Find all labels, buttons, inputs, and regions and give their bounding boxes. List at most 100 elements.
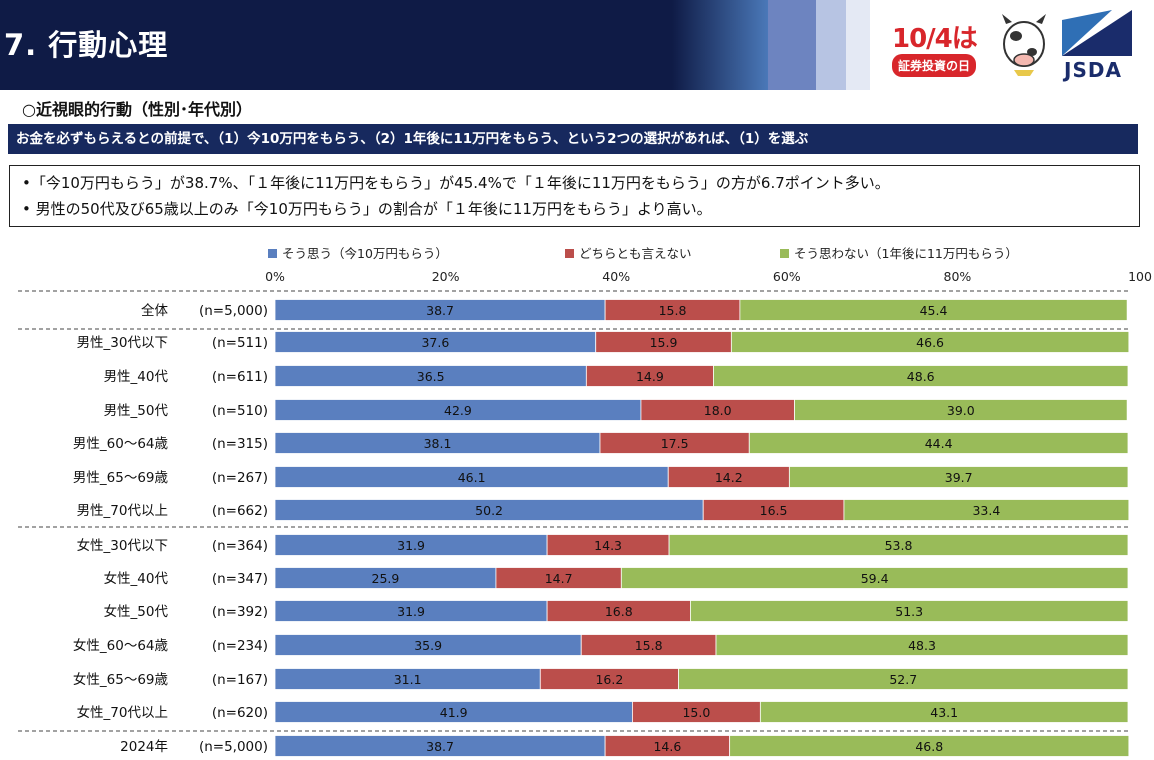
bar-value-label: 25.9 [372, 571, 400, 586]
header-decoration [846, 0, 870, 90]
bar-segment [715, 634, 1129, 656]
bar-value-label: 15.0 [682, 705, 710, 720]
summary-line-1: •「今10万円もらう」が38.7%、「１年後に11万円をもらう」が45.4%で「… [22, 174, 890, 192]
bar-value-label: 41.9 [440, 705, 468, 720]
bar-segment [843, 499, 1130, 521]
bar-segment [678, 668, 1129, 690]
header-decoration [768, 0, 816, 90]
bar-segment [794, 399, 1128, 421]
legend-label: どちらとも言えない [579, 246, 692, 261]
bar-value-label: 44.4 [925, 436, 953, 451]
n-label: (n=510) [212, 403, 268, 419]
bar-value-label: 46.1 [458, 470, 486, 485]
bar-value-label: 35.9 [414, 638, 442, 653]
bar-segment [730, 331, 1130, 353]
category-label: 男性_60～64歳 [73, 436, 169, 452]
bar-value-label: 53.8 [885, 538, 913, 553]
n-label: (n=511) [212, 335, 268, 351]
bar-value-label: 14.2 [715, 470, 743, 485]
logo-area: 10/4は 証券投資の日 JSDA [870, 0, 1154, 90]
category-label: 2024年 [120, 739, 168, 755]
x-tick-label: 80% [944, 269, 972, 284]
section-title: ○近視眼的行動（性別･年代別） [22, 100, 252, 119]
x-tick-label: 60% [773, 269, 801, 284]
legend-label: そう思わない（1年後に11万円もらう） [794, 246, 1018, 261]
bar-value-label: 14.6 [653, 739, 681, 754]
category-label: 女性_30代以下 [77, 537, 168, 554]
bar-segment [788, 466, 1129, 488]
jsda-text: JSDA [1064, 58, 1122, 82]
n-label: (n=392) [212, 604, 268, 620]
bar-value-label: 59.4 [861, 571, 889, 586]
n-label: (n=347) [212, 571, 268, 587]
bar-value-label: 48.3 [908, 638, 936, 653]
question-banner: お金を必ずもらえるとの前提で、（1）今10万円をもらう、（2）1年後に11万円を… [8, 124, 1138, 154]
bar-segment [668, 534, 1129, 556]
n-label: (n=267) [212, 470, 268, 486]
bar-segment [739, 299, 1128, 321]
legend-label: そう思う（今10万円もらう） [282, 246, 448, 261]
category-label: 女性_50代 [104, 603, 169, 620]
campaign-date: 10/4は [892, 24, 978, 54]
category-label: 男性_50代 [104, 403, 169, 419]
legend-swatch [268, 249, 277, 258]
bar-value-label: 16.2 [595, 672, 623, 687]
bar-value-label: 31.9 [397, 604, 425, 619]
bar-value-label: 16.5 [760, 503, 788, 518]
campaign-logo: 10/4は 証券投資の日 [882, 8, 1057, 80]
bar-value-label: 38.7 [426, 303, 454, 318]
summary-line-2: • 男性の50代及び65歳以上のみ「今10万円もらう」の割合が「１年後に11万円… [22, 200, 712, 218]
bar-value-label: 42.9 [444, 403, 472, 418]
bar-value-label: 17.5 [661, 436, 689, 451]
category-label: 女性_40代 [104, 570, 169, 587]
bar-segment [690, 600, 1129, 622]
category-label: 男性_70代以上 [77, 503, 168, 519]
x-tick-label: 100 [1128, 269, 1152, 284]
category-label: 男性_30代以下 [77, 335, 168, 351]
bar-value-label: 37.6 [421, 335, 449, 350]
n-label: (n=167) [212, 672, 268, 688]
bar-value-label: 46.6 [916, 335, 944, 350]
bar-value-label: 38.1 [424, 436, 452, 451]
bar-value-label: 48.6 [907, 369, 935, 384]
jsda-logo: JSDA [1056, 10, 1136, 82]
bar-value-label: 36.5 [417, 369, 445, 384]
jsda-mark-icon [1062, 10, 1132, 56]
category-label: 女性_65～69歳 [73, 671, 169, 688]
bar-segment [729, 735, 1130, 757]
n-label: (n=364) [212, 538, 268, 554]
campaign-subtitle: 証券投資の日 [892, 54, 977, 77]
header-bar: 7. 行動心理 10/4は 証券投資の日 JSDA [0, 0, 1154, 90]
cow-mascot-icon [1002, 14, 1046, 76]
category-label: 女性_70代以上 [77, 704, 168, 721]
x-tick-label: 40% [602, 269, 630, 284]
bar-value-label: 38.7 [426, 739, 454, 754]
bar-value-label: 15.9 [650, 335, 678, 350]
bar-value-label: 14.3 [594, 538, 622, 553]
bar-value-label: 15.8 [659, 303, 687, 318]
bar-value-label: 51.3 [895, 604, 923, 619]
summary-box: •「今10万円もらう」が38.7%、「１年後に11万円をもらう」が45.4%で「… [9, 165, 1140, 227]
n-label: (n=315) [212, 436, 268, 452]
bar-value-label: 52.7 [889, 672, 917, 687]
bar-segment [759, 701, 1129, 723]
stacked-bar-chart: そう思う（今10万円もらう） どちらとも言えない そう思わない（1年後に11万円もら… [18, 246, 1152, 757]
n-label: (n=5,000) [199, 303, 268, 319]
page-title: 7. 行動心理 [4, 28, 169, 62]
bar-segment [713, 365, 1129, 387]
x-tick-label: 20% [432, 269, 460, 284]
n-label: (n=234) [212, 638, 268, 654]
legend-swatch [565, 249, 574, 258]
bar-value-label: 18.0 [704, 403, 732, 418]
n-label: (n=5,000) [199, 739, 268, 755]
bar-segment [748, 432, 1129, 454]
category-label: 男性_65～69歳 [73, 470, 169, 486]
category-label: 全体 [141, 302, 168, 319]
bar-value-label: 31.1 [394, 672, 422, 687]
n-label: (n=620) [212, 705, 268, 721]
bar-value-label: 50.2 [475, 503, 503, 518]
category-label: 男性_40代 [104, 369, 169, 385]
header-decoration [816, 0, 846, 90]
bar-value-label: 16.8 [605, 604, 633, 619]
bar-value-label: 39.0 [947, 403, 975, 418]
